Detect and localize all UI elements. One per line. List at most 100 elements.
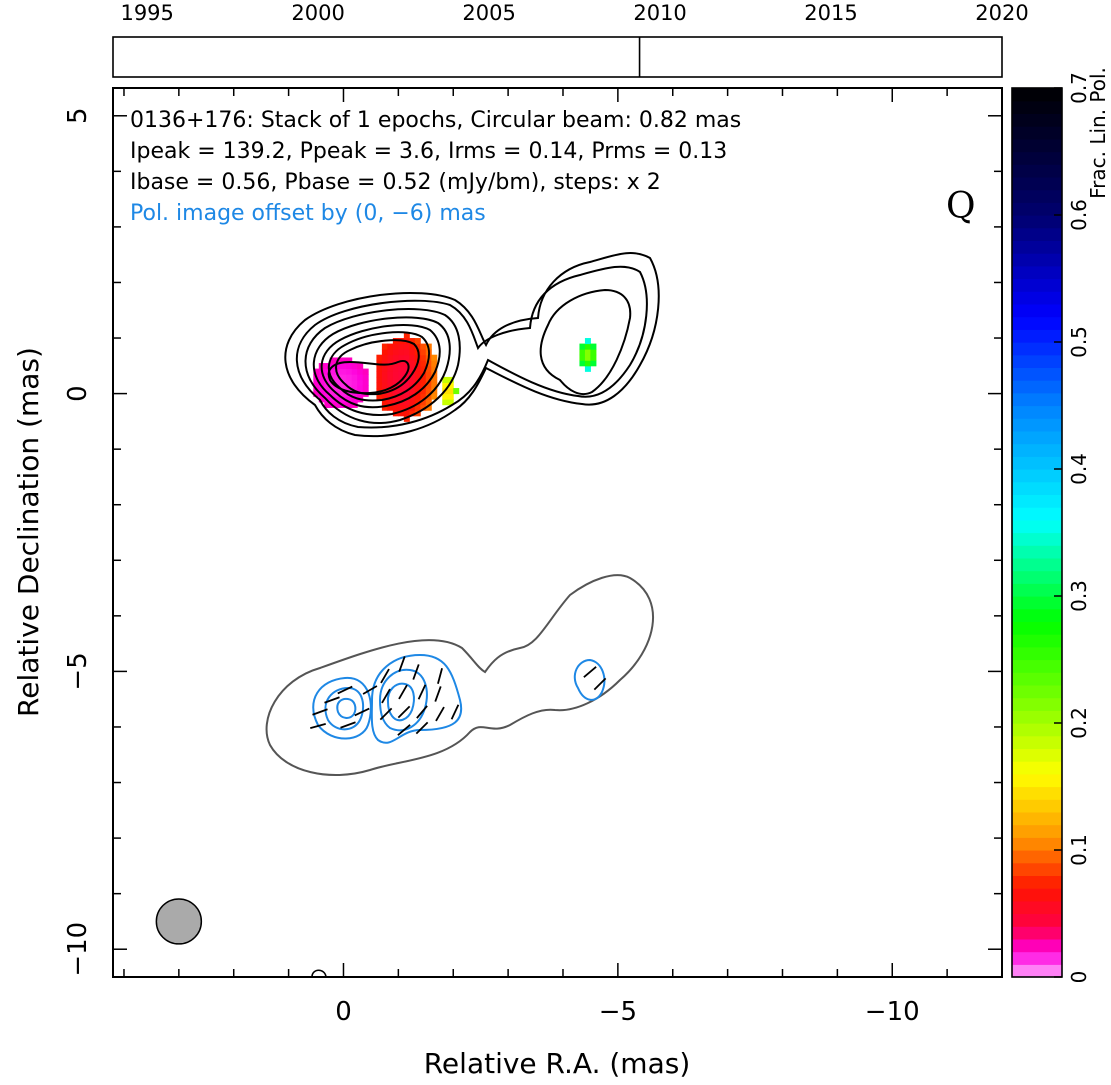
frac-pol-pixel xyxy=(357,363,364,370)
frac-pol-pixel xyxy=(387,393,394,400)
frac-pol-pixel xyxy=(584,365,591,372)
frac-pol-pixel xyxy=(318,379,325,386)
colorbar-cell xyxy=(1012,545,1062,559)
colorbar-cell xyxy=(1012,392,1062,407)
frac-pol-pixel xyxy=(392,404,399,411)
colorbar-cell xyxy=(1012,151,1062,165)
frac-pol-pixel xyxy=(420,393,427,400)
evpa-tick xyxy=(362,685,378,695)
frac-pol-pixel xyxy=(409,388,416,395)
colorbar-cell xyxy=(1012,659,1062,673)
frac-pol-pixel xyxy=(425,399,432,406)
colorbar-cell xyxy=(1012,938,1062,953)
pol-contour-2 xyxy=(324,686,365,731)
frac-pol-pixel xyxy=(398,343,405,350)
evpa-tick xyxy=(354,707,370,717)
frac-pol-pixel xyxy=(447,376,454,383)
colorbar-cell xyxy=(1012,354,1062,368)
frac-pol-pixel xyxy=(431,393,438,400)
colorbar-cell xyxy=(1012,875,1062,889)
frac-pol-pixel xyxy=(340,357,347,364)
pol-contour-6 xyxy=(386,682,415,722)
frac-pol-pixel xyxy=(414,393,421,400)
colorbar-cell xyxy=(1012,672,1062,686)
frac-pol-pixel xyxy=(340,390,347,397)
evpa-tick xyxy=(379,707,393,721)
frac-pol-pixel xyxy=(381,365,388,372)
frac-pol-pixel xyxy=(381,399,388,406)
evpa-tick xyxy=(380,668,390,684)
colorbar-cell xyxy=(1012,926,1062,940)
frac-pol-pixel xyxy=(329,368,336,375)
frac-pol-pixel xyxy=(324,401,331,408)
colorbar-cell xyxy=(1012,138,1062,153)
frac-pol-pixel xyxy=(403,349,410,356)
evpa-tick xyxy=(412,664,420,680)
frac-pol-pixel xyxy=(351,368,358,375)
colorbar-cell xyxy=(1012,570,1062,584)
frac-pol-pixel xyxy=(414,399,421,406)
colorbar-cell xyxy=(1012,761,1062,775)
frac-pol-pixel xyxy=(579,349,586,356)
frac-pol-pixel xyxy=(346,357,353,364)
frac-pol-pixel xyxy=(335,396,342,403)
frac-pol-pixel xyxy=(324,363,331,370)
frac-pol-pixel xyxy=(420,388,427,395)
frac-pol-pixel xyxy=(329,390,336,397)
colorbar-cell xyxy=(1012,88,1062,102)
stokes-label: Q xyxy=(946,186,976,227)
colorbar-cell xyxy=(1012,735,1062,749)
colorbar-cell xyxy=(1012,900,1062,915)
pol-intensity-contours xyxy=(312,653,606,744)
frac-pol-pixel xyxy=(409,410,416,417)
frac-pol-pixel xyxy=(318,396,325,403)
contour-i-8 xyxy=(335,339,420,396)
colorbar-cell xyxy=(1012,532,1062,546)
frac-pol-pixel xyxy=(403,354,410,361)
frac-pol-pixel xyxy=(362,374,369,381)
frac-pol-pixel xyxy=(409,360,416,367)
plot-frame xyxy=(112,87,1003,978)
colorbar-tick-label: 0.6 xyxy=(1067,199,1091,231)
frac-pol-pixel xyxy=(329,374,336,381)
frac-pol-pixel xyxy=(318,385,325,392)
colorbar-cell xyxy=(1012,215,1062,229)
frac-pol-pixel xyxy=(387,343,394,350)
colorbar-cell xyxy=(1012,888,1062,902)
frac-pol-pixel xyxy=(425,382,432,389)
frac-pol-pixel xyxy=(579,354,586,361)
frac-pol-pixel xyxy=(579,343,586,350)
colorbar-cell xyxy=(1012,189,1062,203)
pol-offset-image xyxy=(265,574,655,777)
frac-pol-pixel xyxy=(381,376,388,383)
colorbar-cell xyxy=(1012,824,1062,838)
frac-pol-pixel xyxy=(392,354,399,361)
frac-pol-pixel xyxy=(346,401,353,408)
frac-pol-pixel xyxy=(324,385,331,392)
evpa-tick xyxy=(324,696,340,704)
evpa-tick xyxy=(398,684,408,700)
colorbar-tick-label: 0.2 xyxy=(1067,707,1091,739)
frac-pol-pixel xyxy=(357,368,364,375)
evpa-tick xyxy=(434,686,442,702)
colorbar-tick-label: 0.7 xyxy=(1067,72,1091,104)
colorbar-tick-label: 0.1 xyxy=(1067,834,1091,866)
colorbar-cell xyxy=(1012,799,1062,813)
frac-pol-pixel xyxy=(392,343,399,350)
colorbar-cell xyxy=(1012,291,1062,305)
colorbar-cell xyxy=(1012,646,1062,661)
epoch-axis: 1995 2000 2005 2010 2015 2020 xyxy=(112,1,1029,78)
frac-pol-pixel xyxy=(398,365,405,372)
frac-pol-pixel xyxy=(318,374,325,381)
frac-pol-pixel xyxy=(398,388,405,395)
frac-pol-pixel xyxy=(447,388,454,395)
colorbar-tick-label: 0.4 xyxy=(1067,453,1091,485)
frac-pol-pixel xyxy=(376,371,383,378)
beam-ellipse xyxy=(155,898,203,945)
contour-i-4 xyxy=(304,308,461,424)
colorbar-cell xyxy=(1012,100,1062,114)
frac-pol-pixel xyxy=(376,365,383,372)
epoch-tick-label: 2010 xyxy=(633,1,686,25)
evpa-tick xyxy=(312,708,328,716)
frac-pol-pixel xyxy=(590,349,597,356)
